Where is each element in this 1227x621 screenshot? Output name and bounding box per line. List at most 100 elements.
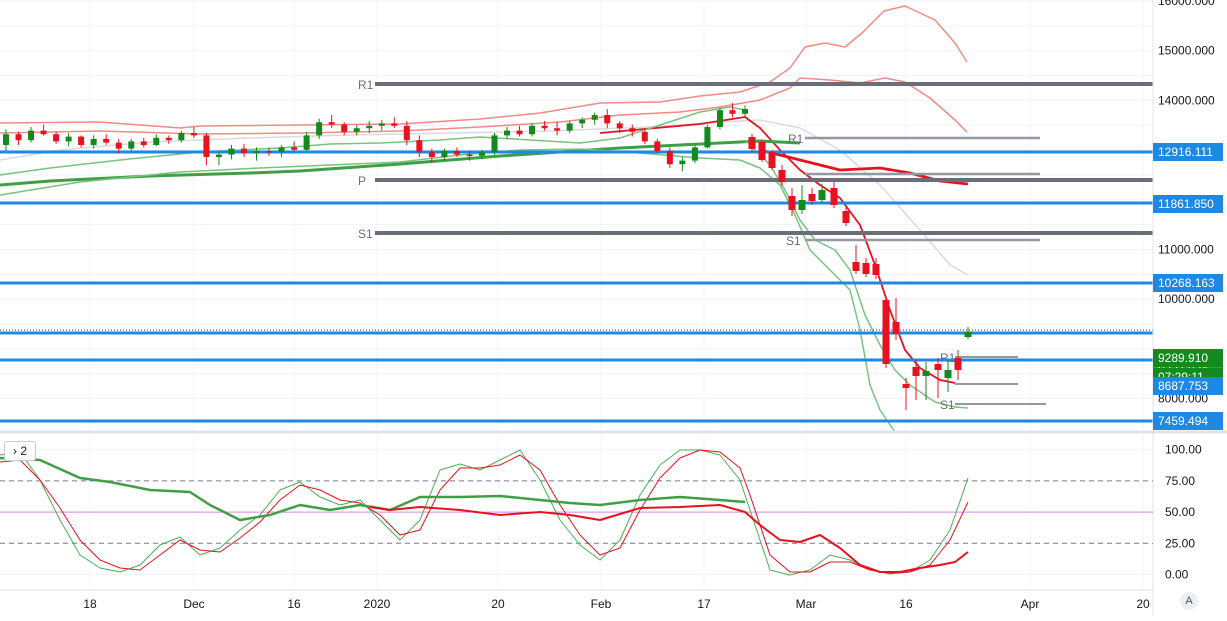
candle-body: [153, 137, 160, 145]
level-tag-bg: [1153, 274, 1223, 292]
candle-body: [478, 152, 485, 156]
band-green-lower-2: [744, 139, 969, 409]
candle-body: [529, 125, 536, 135]
candle-body: [215, 154, 222, 157]
osc-tick-label: 50.00: [1165, 505, 1195, 519]
candle-body: [128, 141, 135, 149]
candle-body: [416, 140, 423, 153]
candle-body: [140, 141, 147, 145]
candle-body: [303, 135, 310, 150]
level-tag: 10268.163: [1158, 276, 1215, 290]
time-tick-label: Dec: [183, 597, 204, 611]
candle-body: [453, 151, 460, 155]
candle-body: [892, 322, 900, 334]
candle-body: [541, 125, 548, 129]
candle-body: [591, 115, 598, 120]
candle-body: [228, 148, 235, 155]
secondary-price-tag: 8687.753: [1158, 379, 1208, 393]
candle-body: [954, 358, 962, 370]
band-green-lower: [0, 148, 896, 433]
candle-body: [882, 300, 890, 364]
ma-red-fast: [599, 116, 956, 384]
price-tick-label: 8000.000: [1158, 392, 1208, 406]
candle-body: [115, 142, 122, 149]
price-axis: 16000.000 15000.000 14000.000 11000.000 1000…: [1158, 0, 1215, 582]
candle-body: [266, 151, 273, 153]
price-tick-label: 10000.000: [1158, 292, 1215, 306]
secondary-price-tag-bg: [1153, 377, 1223, 395]
candle-body: [604, 115, 611, 124]
candle-body: [818, 190, 826, 200]
time-tick-label: 16: [899, 597, 913, 611]
candle-body: [778, 170, 786, 182]
candle-body: [629, 128, 636, 132]
candle-body: [65, 136, 72, 142]
candle-body: [554, 128, 561, 131]
stoch-k-line: [0, 449, 969, 576]
candle-body: [40, 130, 47, 135]
candle-body: [291, 147, 298, 150]
candle-body: [666, 151, 673, 165]
time-tick-label: Mar: [796, 597, 817, 611]
band-red-outer: [0, 5, 968, 129]
stochastic-pane-toggle[interactable]: › 2: [4, 441, 36, 461]
candle-body: [862, 263, 870, 274]
band-green-upper: [0, 106, 746, 176]
candle-body: [679, 160, 686, 165]
candle-body: [504, 130, 511, 136]
osc-tick-label: 75.00: [1165, 474, 1195, 488]
candle-body: [203, 135, 210, 157]
candle-body: [830, 188, 838, 205]
candle-body: [15, 134, 22, 141]
time-tick-label: 17: [697, 597, 711, 611]
candle-body: [403, 125, 410, 141]
stoch-d-line: [0, 449, 969, 574]
candle-body: [353, 128, 360, 132]
candle-body: [964, 332, 972, 337]
candle-body: [788, 196, 796, 210]
candle-body: [278, 147, 285, 153]
osc-tick-label: 0.00: [1165, 568, 1189, 582]
pivot-label: S1: [786, 234, 801, 248]
candle-body: [466, 154, 473, 157]
candle-body: [378, 123, 385, 126]
time-tick-label: 20: [491, 597, 505, 611]
candle-body: [240, 148, 247, 154]
level-tag-bg: [1153, 412, 1223, 430]
candle-body: [28, 130, 35, 141]
pivot-label: R1: [358, 78, 374, 92]
level-tag: 11861.850: [1158, 197, 1214, 211]
candle-body: [852, 262, 860, 271]
stoch-slow-green: [0, 456, 746, 522]
candle-body: [566, 123, 573, 131]
auto-scale-button[interactable]: A: [1180, 592, 1198, 610]
level-tag: 12916.111: [1158, 145, 1213, 159]
time-tick-label: Feb: [591, 597, 612, 611]
candle-body: [729, 110, 736, 114]
candle-body: [341, 124, 348, 132]
pivot-label: R1: [788, 132, 804, 146]
candle-body: [691, 147, 698, 161]
level-tag: 7459.494: [1158, 414, 1208, 428]
candle-body: [872, 264, 880, 275]
osc-tick-label: 25.00: [1165, 536, 1195, 550]
time-tick-label: Apr: [1021, 597, 1040, 611]
candle-body: [90, 139, 97, 145]
candle-body: [641, 131, 648, 142]
last-price-tag: 9289.910: [1158, 351, 1208, 365]
candle-body: [78, 136, 85, 145]
time-tick-label: 16: [287, 597, 301, 611]
candle-body: [178, 133, 185, 141]
candle-body: [616, 123, 623, 129]
chevron-right-icon: ›: [12, 444, 17, 458]
candle-body: [53, 134, 60, 142]
candle-body: [902, 384, 910, 388]
pivot-label: S1: [358, 227, 373, 241]
candle-body: [491, 135, 498, 153]
candle-body: [798, 200, 806, 210]
price-tick-label: 15000.000: [1158, 44, 1215, 58]
pivot-label: S1: [940, 398, 955, 412]
osc-tick-label: 100.00: [1165, 443, 1202, 457]
